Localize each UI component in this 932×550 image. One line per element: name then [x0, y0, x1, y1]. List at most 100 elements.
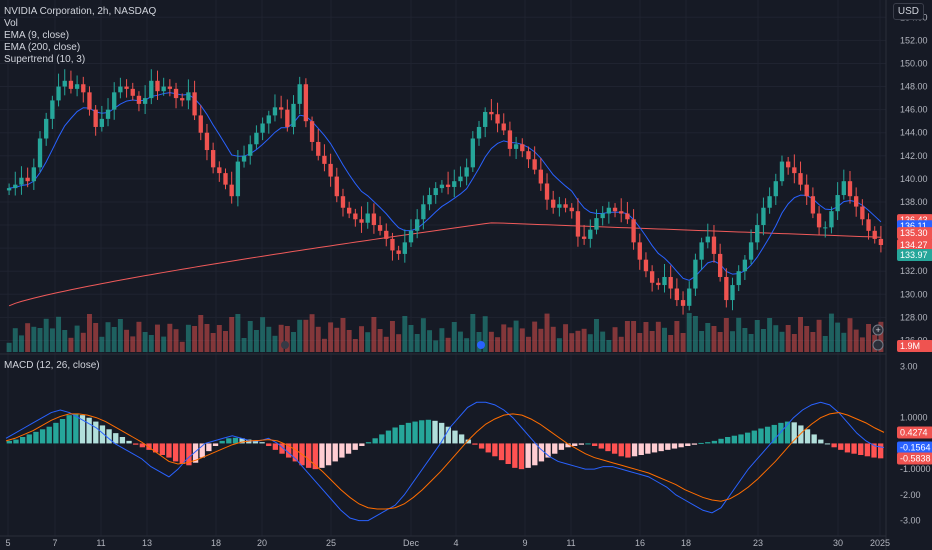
macd-histogram-bar: [345, 443, 352, 454]
macd-histogram-bar: [518, 443, 525, 470]
add-icon-glyph: +: [876, 325, 881, 335]
volume-bar: [31, 326, 37, 352]
macd-axis-label: -1.0000: [900, 464, 931, 474]
candle-body: [346, 207, 352, 214]
candle-body: [489, 111, 494, 115]
volume-bar: [37, 328, 43, 352]
candle-body: [427, 195, 432, 205]
candle-body: [248, 144, 253, 156]
volume-bar: [62, 330, 68, 352]
macd-histogram-bar: [73, 413, 79, 444]
price-axis-label: 146.00: [900, 105, 928, 115]
candle-body: [408, 230, 414, 243]
candle-body: [544, 183, 550, 200]
macd-histogram-bar: [611, 443, 618, 454]
candle-body: [606, 207, 612, 214]
legend-ema9[interactable]: EMA (9, close): [4, 30, 70, 41]
macd-histogram-bar: [711, 440, 718, 444]
macd-histogram-bar: [804, 429, 811, 444]
volume-bar: [161, 336, 167, 352]
volume-bar: [12, 328, 18, 352]
candle-body: [631, 219, 636, 243]
volume-bar: [482, 316, 488, 352]
volume-bar: [291, 332, 296, 352]
volume-bar: [662, 327, 667, 352]
legend-macd[interactable]: MACD (12, 26, close): [4, 360, 100, 371]
macd-histogram-bar: [179, 443, 185, 464]
macd-histogram-bar: [46, 426, 52, 444]
candle-body: [619, 211, 624, 214]
legend-ema200[interactable]: EMA (200, close): [4, 42, 81, 53]
price-tag: 133.97: [897, 249, 932, 262]
volume-bar: [210, 333, 216, 352]
volume-bar: [340, 318, 346, 352]
volume-bar: [600, 331, 606, 352]
macd-histogram-bar: [425, 419, 432, 444]
candle-body: [365, 213, 370, 223]
candle-body: [538, 169, 544, 184]
macd-tag: -0.1564: [897, 441, 932, 454]
macd-histogram-bar: [498, 443, 505, 461]
volume-bar: [278, 324, 284, 352]
macd-histogram-bar: [445, 426, 451, 444]
price-tag-bg: [897, 426, 932, 439]
macd-histogram-bar: [532, 443, 538, 466]
candle-body: [124, 86, 129, 89]
legend-supertrend[interactable]: Supertrend (10, 3): [4, 54, 86, 65]
candle-body: [829, 211, 834, 228]
macd-histogram-bar: [99, 425, 106, 444]
candle-body: [56, 86, 61, 101]
volume-bar: [692, 316, 698, 352]
candle-body: [278, 107, 284, 110]
macd-histogram-bar: [572, 443, 578, 446]
volume-bar: [445, 337, 451, 352]
macd-histogram-bar: [113, 433, 119, 444]
macd-axis-label: 1.0000: [900, 413, 928, 423]
macd-histogram-bar: [552, 443, 558, 454]
candle-body: [687, 288, 692, 306]
macd-histogram-bar: [79, 415, 86, 444]
legend-volume[interactable]: Vol: [4, 18, 18, 29]
volume-bar: [383, 336, 389, 352]
candle-body: [402, 242, 407, 254]
currency-button[interactable]: USD: [892, 3, 924, 20]
volume-bar: [253, 330, 259, 352]
volume-bar: [470, 314, 476, 352]
candle-body: [594, 218, 599, 230]
volume-bar: [86, 314, 92, 352]
macd-tag: -0.5838: [897, 452, 932, 465]
candle-body: [816, 213, 822, 228]
candle-body: [452, 181, 457, 187]
candle-body: [656, 282, 661, 286]
candle-body: [872, 230, 877, 239]
candle-body: [161, 86, 166, 92]
macd-histogram-bar: [53, 422, 59, 444]
chart-legend: NVIDIA Corporation, 2h, NASDAQ Vol EMA (…: [4, 6, 156, 66]
symbol-title[interactable]: NVIDIA Corporation, 2h, NASDAQ: [4, 6, 157, 17]
price-tag: 134.27: [897, 239, 932, 252]
candle-body: [470, 138, 475, 168]
time-axis-label: 9: [522, 538, 527, 548]
candle-body: [415, 219, 420, 231]
volume-bar: [136, 321, 142, 352]
candle-body: [421, 204, 426, 220]
price-tag-text: -0.5838: [900, 453, 931, 463]
volume-bar: [866, 324, 872, 352]
volume-bar: [686, 313, 692, 352]
candle-body: [878, 238, 884, 246]
candle-body: [557, 204, 562, 208]
macd-histogram-bar: [66, 415, 72, 444]
macd-histogram-bar: [86, 417, 92, 444]
price-axis-label: 130.00: [900, 289, 928, 299]
candle-body: [717, 253, 723, 277]
volume-bar: [835, 322, 841, 352]
volume-bar: [192, 326, 198, 352]
volume-bar: [235, 314, 241, 352]
candle-body: [588, 229, 593, 239]
time-axis-label: 25: [326, 538, 336, 548]
candle-body: [142, 98, 148, 104]
macd-histogram-bar: [465, 439, 471, 444]
candle-body: [680, 300, 686, 306]
macd-histogram-bar: [372, 438, 378, 444]
